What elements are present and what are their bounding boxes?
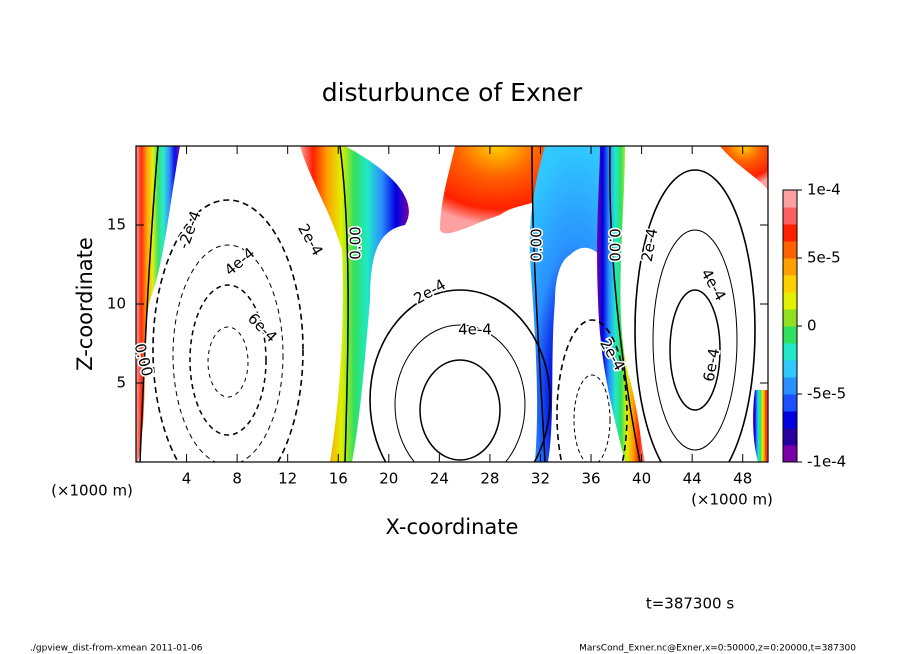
colorbar-tick-label: -1e-4 xyxy=(807,453,846,471)
colorbar-band xyxy=(783,394,797,412)
colorbar-band xyxy=(783,343,797,361)
x-tick-label: 40 xyxy=(632,470,651,488)
y-unit: (×1000 m) xyxy=(51,482,133,500)
contour-label: 4e-4 xyxy=(697,266,729,304)
contour-label: 6e-4 xyxy=(244,309,281,346)
colorbar-band xyxy=(783,326,797,344)
colorbar-band xyxy=(783,377,797,395)
x-tick-label: 20 xyxy=(379,470,398,488)
x-tick-label: 28 xyxy=(480,470,499,488)
chart-title: disturbunce of Exner xyxy=(322,78,583,107)
x-tick-label: 36 xyxy=(581,470,600,488)
colorbar-tick-label: -5e-5 xyxy=(807,385,846,403)
field xyxy=(136,146,768,462)
contour-label: 0.00 xyxy=(347,226,365,259)
x-tick-label: 44 xyxy=(683,470,702,488)
contour-label: -2e-4 xyxy=(174,208,204,251)
footer-left: ./gpview_dist-from-xmean 2011-01-06 xyxy=(30,644,203,654)
colorbar-band xyxy=(783,190,797,208)
contour-lines xyxy=(139,146,756,462)
contour-label: 2e-4 xyxy=(294,221,326,259)
colorbar-tick-label: 1e-4 xyxy=(807,181,841,199)
contour-label: 0.00 xyxy=(528,228,546,261)
y-tick-label: 15 xyxy=(107,216,126,234)
contour-label: 2e-4 xyxy=(638,227,662,263)
contour-label: 0.00 xyxy=(606,228,624,261)
colorbar-band xyxy=(783,411,797,429)
y-axis-label: Z-coordinate xyxy=(73,237,97,371)
x-tick-label: 16 xyxy=(329,470,348,488)
x-tick-label: 32 xyxy=(531,470,550,488)
contour-label: 2e-4 xyxy=(411,275,449,307)
time-label: t=387300 s xyxy=(646,595,734,613)
x-tick-label: 24 xyxy=(430,470,449,488)
contour-label: 6e-4 xyxy=(700,347,724,383)
y-tick-label: 10 xyxy=(107,295,126,313)
colorbar-band xyxy=(783,224,797,242)
colorbar-band xyxy=(783,207,797,225)
colorbar-band xyxy=(783,428,797,446)
colorbar-band xyxy=(783,360,797,378)
colorbar-band xyxy=(783,275,797,293)
contour-label: 0.00 xyxy=(130,341,156,378)
colorbar-tick-label: 0 xyxy=(807,317,817,335)
footer-right: MarsCond_Exner.nc@Exner,x=0:50000,z=0:20… xyxy=(579,644,856,654)
x-axis-label: X-coordinate xyxy=(386,515,519,539)
colorbar-band xyxy=(783,309,797,327)
x-tick-label: 4 xyxy=(182,470,192,488)
colorbar-band xyxy=(783,258,797,276)
colorbar-band xyxy=(783,241,797,259)
colorbar-tick-label: 5e-5 xyxy=(807,249,841,267)
colorbar-band xyxy=(783,445,797,463)
contour-label: 4e-4 xyxy=(458,321,492,339)
contour-label: 4e-4 xyxy=(221,244,258,279)
x-tick-label: 12 xyxy=(278,470,297,488)
x-tick-label: 8 xyxy=(232,470,242,488)
x-unit: (×1000 m) xyxy=(691,491,773,509)
x-tick-label: 48 xyxy=(733,470,752,488)
y-tick-label: 5 xyxy=(116,374,126,392)
colorbar-band xyxy=(783,292,797,310)
